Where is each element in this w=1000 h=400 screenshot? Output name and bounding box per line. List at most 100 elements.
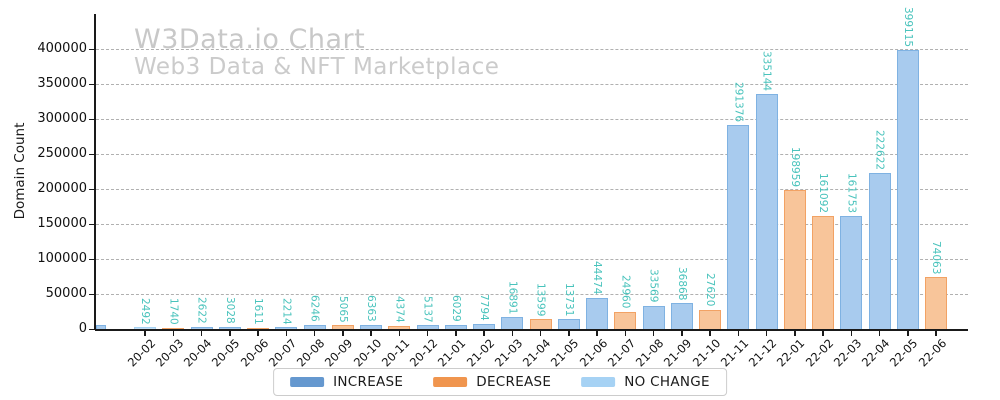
x-tick-mark	[652, 331, 655, 336]
legend-swatch-no_change	[581, 377, 616, 387]
y-tick-label: 200000	[37, 181, 87, 196]
x-tick-mark	[426, 331, 429, 336]
y-tick-mark	[89, 258, 95, 260]
x-tick-label: 22-04	[858, 336, 893, 370]
clipped-bar-artifact	[96, 325, 106, 329]
bar-value-label: 27620	[704, 273, 717, 307]
bar-value-label: 7794	[478, 293, 491, 321]
bar-value-label: 2214	[280, 297, 293, 325]
bar-value-label: 198959	[788, 146, 801, 187]
bar-value-label: 13731	[562, 282, 575, 317]
bar	[529, 319, 552, 329]
bar	[218, 326, 241, 329]
bar	[586, 297, 608, 329]
bar-value-label: 2622	[195, 297, 208, 325]
bar	[614, 311, 637, 329]
y-tick-label: 150000	[37, 216, 87, 231]
bar	[247, 327, 269, 329]
y-axis-label: Domain Count	[12, 122, 28, 220]
chart-title: W3Data.io Chart	[134, 24, 366, 55]
x-tick-label: 20-03	[152, 336, 187, 370]
gridline	[96, 154, 968, 155]
legend-swatch-increase	[290, 377, 325, 387]
bar-value-label: 16891	[506, 280, 519, 315]
x-tick-label: 21-08	[632, 336, 667, 370]
y-tick-label: 350000	[37, 76, 87, 91]
x-tick-mark	[596, 331, 598, 336]
x-axis-line	[95, 329, 968, 331]
x-tick-label: 20-10	[350, 336, 384, 370]
x-tick-mark	[229, 331, 231, 336]
bar	[896, 49, 919, 329]
x-tick-mark	[200, 331, 203, 336]
x-tick-mark	[511, 331, 513, 336]
legend-item-decrease: DECREASE	[433, 374, 551, 390]
y-axis-line	[94, 14, 96, 330]
x-tick-mark	[342, 331, 344, 336]
x-tick-label: 21-03	[491, 336, 526, 370]
x-tick-mark	[907, 331, 909, 336]
bar	[275, 327, 298, 329]
bar	[557, 319, 580, 329]
bar-value-label: 335144	[760, 51, 773, 92]
gridline	[96, 294, 968, 295]
x-tick-label: 20-07	[265, 336, 300, 370]
x-tick-label: 20-04	[180, 336, 215, 370]
y-tick-mark	[89, 293, 95, 295]
bar-value-label: 13599	[534, 283, 547, 317]
x-tick-label: 21-09	[661, 336, 695, 370]
bar	[388, 325, 411, 329]
x-tick-label: 20-09	[322, 336, 356, 370]
bar	[670, 303, 693, 329]
bar-value-label: 44474	[591, 261, 604, 295]
gridline	[96, 119, 968, 120]
x-tick-label: 20-11	[378, 336, 413, 370]
bar	[727, 125, 750, 329]
bar-value-label: 2492	[139, 297, 152, 325]
legend-swatch-decrease	[433, 377, 468, 387]
bar-value-label: 399115	[901, 6, 914, 47]
bar-value-label: 222622	[873, 130, 886, 171]
y-tick-label: 400000	[37, 41, 87, 56]
gridline	[96, 84, 968, 85]
bar-value-label: 74063	[930, 240, 943, 275]
x-tick-mark	[539, 331, 542, 336]
bar	[190, 327, 213, 329]
gridline	[96, 259, 968, 260]
x-tick-mark	[681, 331, 683, 336]
bar	[783, 189, 806, 329]
x-tick-mark	[398, 331, 400, 336]
bar	[501, 317, 524, 329]
legend-label-decrease: DECREASE	[476, 374, 552, 390]
bar-value-label: 1740	[167, 297, 180, 325]
x-tick-mark	[709, 331, 711, 336]
bar	[331, 325, 354, 329]
y-tick-mark	[89, 223, 95, 225]
y-tick-label: 300000	[37, 111, 87, 126]
y-tick-label: 250000	[37, 146, 87, 161]
x-tick-label: 21-07	[604, 336, 639, 370]
bar-value-label: 6029	[449, 295, 462, 322]
y-tick-label: 100000	[37, 251, 87, 266]
x-tick-mark	[935, 331, 937, 336]
x-tick-label: 21-05	[548, 336, 582, 370]
x-tick-label: 21-11	[717, 336, 752, 370]
legend: INCREASE DECREASE NO CHANGE	[273, 368, 727, 396]
bar-value-label: 5065	[336, 295, 349, 323]
x-tick-mark	[822, 331, 824, 336]
bar	[642, 305, 665, 329]
bar	[473, 323, 495, 329]
x-tick-label: 20-08	[293, 336, 328, 370]
gridline	[96, 189, 968, 190]
y-tick-mark	[89, 153, 95, 155]
legend-label-increase: INCREASE	[333, 374, 404, 390]
bar-value-label: 6246	[308, 294, 321, 322]
gridline	[96, 224, 968, 225]
bar	[755, 94, 778, 329]
bar-value-label: 5137	[421, 295, 434, 323]
x-tick-label: 22-03	[830, 336, 865, 370]
x-tick-mark	[455, 331, 457, 336]
x-tick-label: 21-10	[689, 336, 723, 370]
bar-value-label: 161092	[817, 173, 830, 214]
